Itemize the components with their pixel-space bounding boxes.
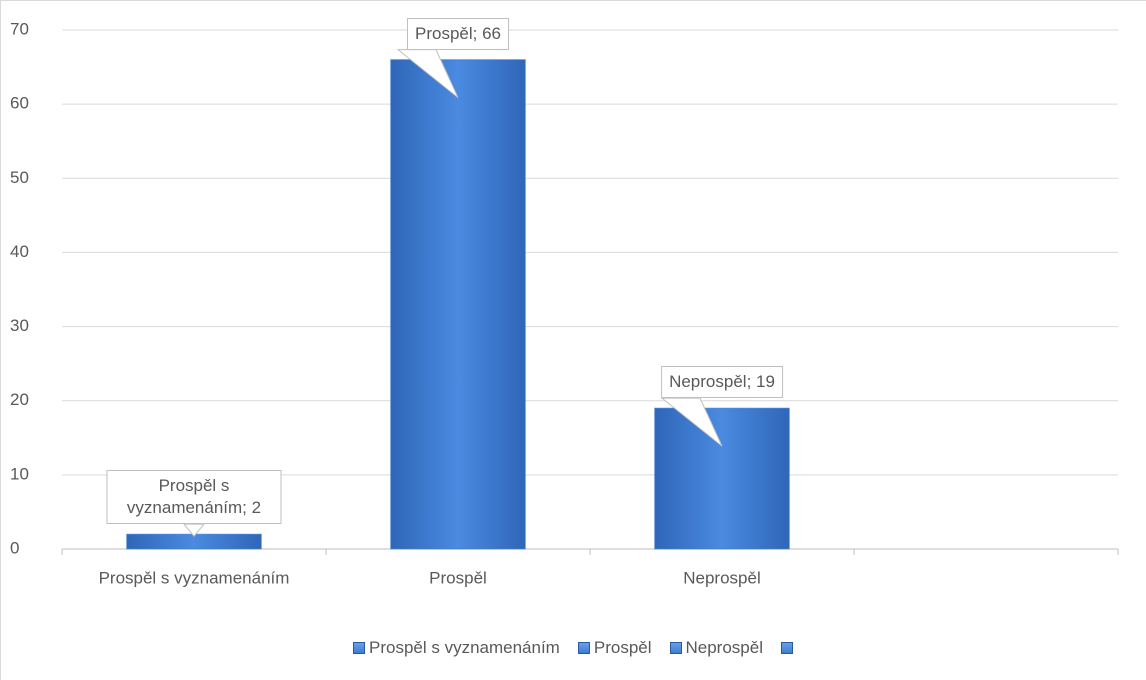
y-tick-label: 70	[10, 19, 29, 38]
legend-marker	[781, 642, 793, 654]
legend-item: Prospěl	[577, 637, 652, 659]
legend-item: Prospěl s vyznamenáním	[352, 637, 560, 659]
legend-label: Prospěl s vyznamenáním	[368, 638, 560, 657]
bar	[654, 407, 790, 550]
legend-marker	[669, 642, 682, 654]
y-tick-label: 10	[10, 464, 29, 483]
y-tick-label: 50	[10, 168, 29, 187]
callout-pointer	[182, 523, 206, 537]
callout-pointer	[660, 397, 723, 447]
callout-pointer	[396, 49, 459, 99]
data-label: Prospěl s vyznamenáním; 2	[106, 470, 282, 525]
x-tick-label: Prospěl s vyznamenáním	[99, 568, 290, 587]
y-tick-label: 20	[10, 390, 29, 409]
y-tick-label: 0	[10, 538, 19, 557]
y-tick-label: 40	[10, 242, 29, 261]
legend-label: Prospěl	[593, 638, 652, 657]
legend: Prospěl s vyznamenáním Prospěl Neprospěl	[0, 637, 1146, 659]
data-label: Neprospěl; 19	[661, 366, 783, 399]
y-tick-label: 60	[10, 94, 29, 113]
legend-item: Neprospěl	[669, 637, 764, 659]
legend-label: Neprospěl	[685, 638, 764, 657]
data-label: Prospěl; 66	[407, 17, 509, 50]
y-tick-label: 30	[10, 316, 29, 335]
legend-marker	[577, 642, 590, 654]
bar	[390, 59, 526, 550]
legend-item	[781, 637, 793, 659]
x-tick-label: Prospěl	[429, 568, 487, 587]
x-tick-label: Neprospěl	[683, 568, 761, 587]
legend-marker	[352, 642, 365, 654]
